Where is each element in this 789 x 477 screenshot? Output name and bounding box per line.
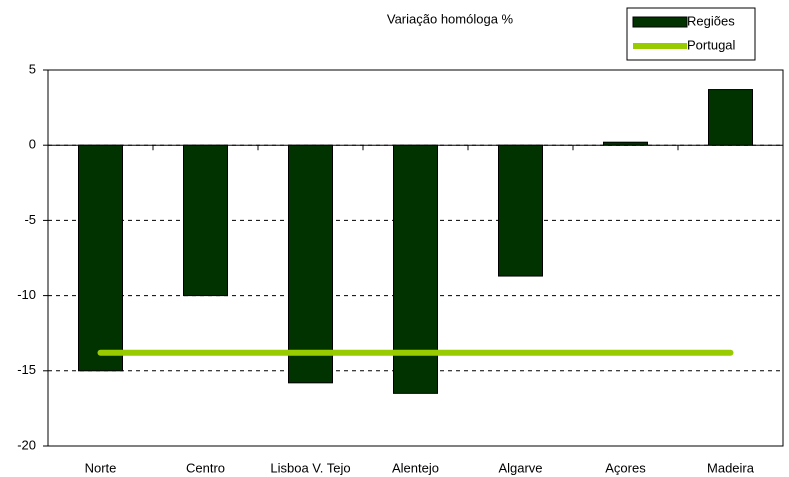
legend-label: Portugal — [687, 37, 736, 52]
y-tick-label: -10 — [17, 287, 36, 302]
x-tick-label: Norte — [85, 460, 117, 475]
y-tick-label: -15 — [17, 362, 36, 377]
bar — [498, 144, 543, 277]
x-tick-label: Açores — [605, 460, 646, 475]
bar — [708, 89, 753, 146]
bar — [393, 144, 438, 394]
legend-swatch — [632, 16, 688, 28]
y-tick-label: 0 — [29, 137, 36, 152]
y-tick-label: -20 — [17, 437, 36, 452]
bar — [603, 141, 648, 146]
x-tick-label: Alentejo — [392, 460, 439, 475]
bar — [183, 144, 228, 297]
x-tick-label: Lisboa V. Tejo — [270, 460, 350, 475]
x-tick-label: Madeira — [707, 460, 755, 475]
y-tick-label: 5 — [29, 61, 36, 76]
plot-frame — [47, 69, 784, 447]
x-tick-label: Centro — [186, 460, 225, 475]
legend-label: Regiões — [687, 13, 735, 28]
chart-title: Variação homóloga % — [387, 11, 514, 26]
x-tick-label: Algarve — [498, 460, 542, 475]
y-tick-label: -5 — [24, 212, 36, 227]
bar — [288, 144, 333, 384]
bar — [78, 144, 123, 372]
